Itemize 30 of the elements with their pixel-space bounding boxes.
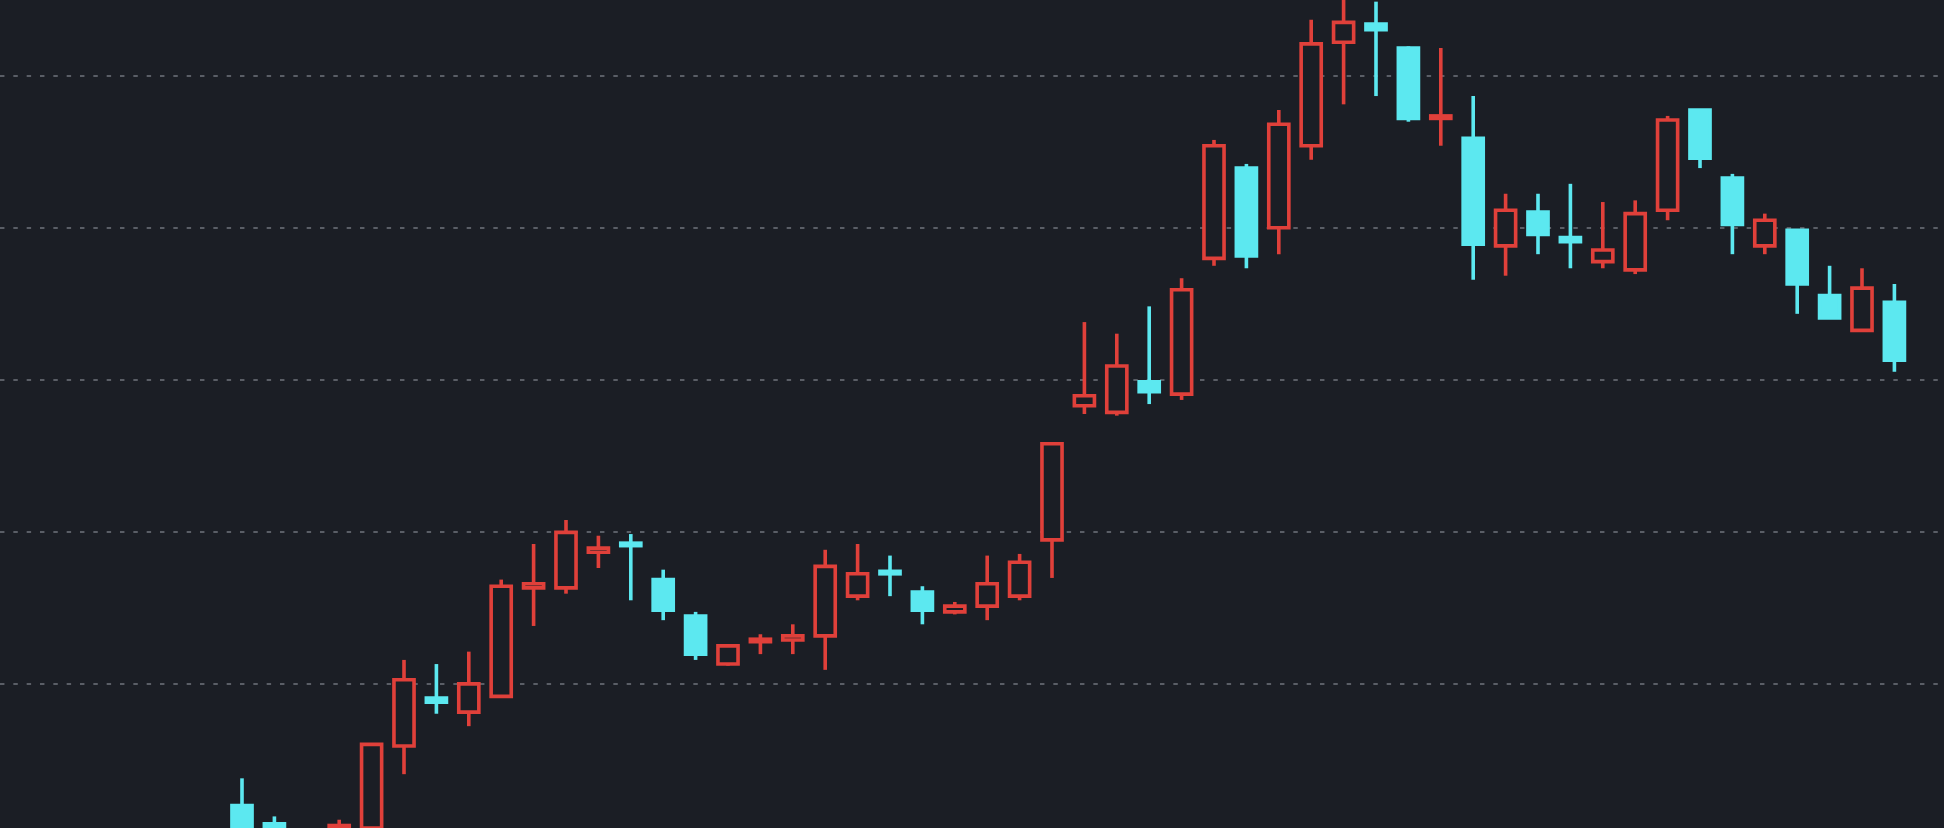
candlestick xyxy=(716,644,740,668)
candlestick xyxy=(1590,200,1615,271)
candlestick xyxy=(230,776,254,828)
candlestick xyxy=(618,532,643,603)
candlestick xyxy=(1720,172,1745,257)
candlestick xyxy=(1752,211,1777,257)
candlestick xyxy=(1137,304,1162,406)
candlestick xyxy=(456,649,481,728)
candlestick xyxy=(651,567,676,622)
candlestick xyxy=(586,533,611,570)
candlestick xyxy=(1428,46,1453,148)
candlestick xyxy=(1558,182,1583,271)
candlestick xyxy=(1850,266,1874,334)
candlestick xyxy=(878,553,902,598)
candlestick xyxy=(1072,320,1097,416)
candlestick xyxy=(1007,552,1032,603)
candlestick xyxy=(1331,0,1356,107)
candlestick xyxy=(1364,0,1388,98)
candlestick xyxy=(1493,191,1518,278)
candlestick xyxy=(845,542,870,603)
candlestick xyxy=(975,553,1000,622)
candlestick xyxy=(748,632,773,656)
candlestick xyxy=(1526,191,1550,257)
candlestick xyxy=(780,622,805,656)
candlestick xyxy=(683,610,708,662)
candlestick xyxy=(1104,331,1129,418)
candlestick xyxy=(1817,263,1842,320)
candlestick xyxy=(910,584,935,627)
candlestick xyxy=(521,542,546,628)
candlestick xyxy=(424,662,449,716)
